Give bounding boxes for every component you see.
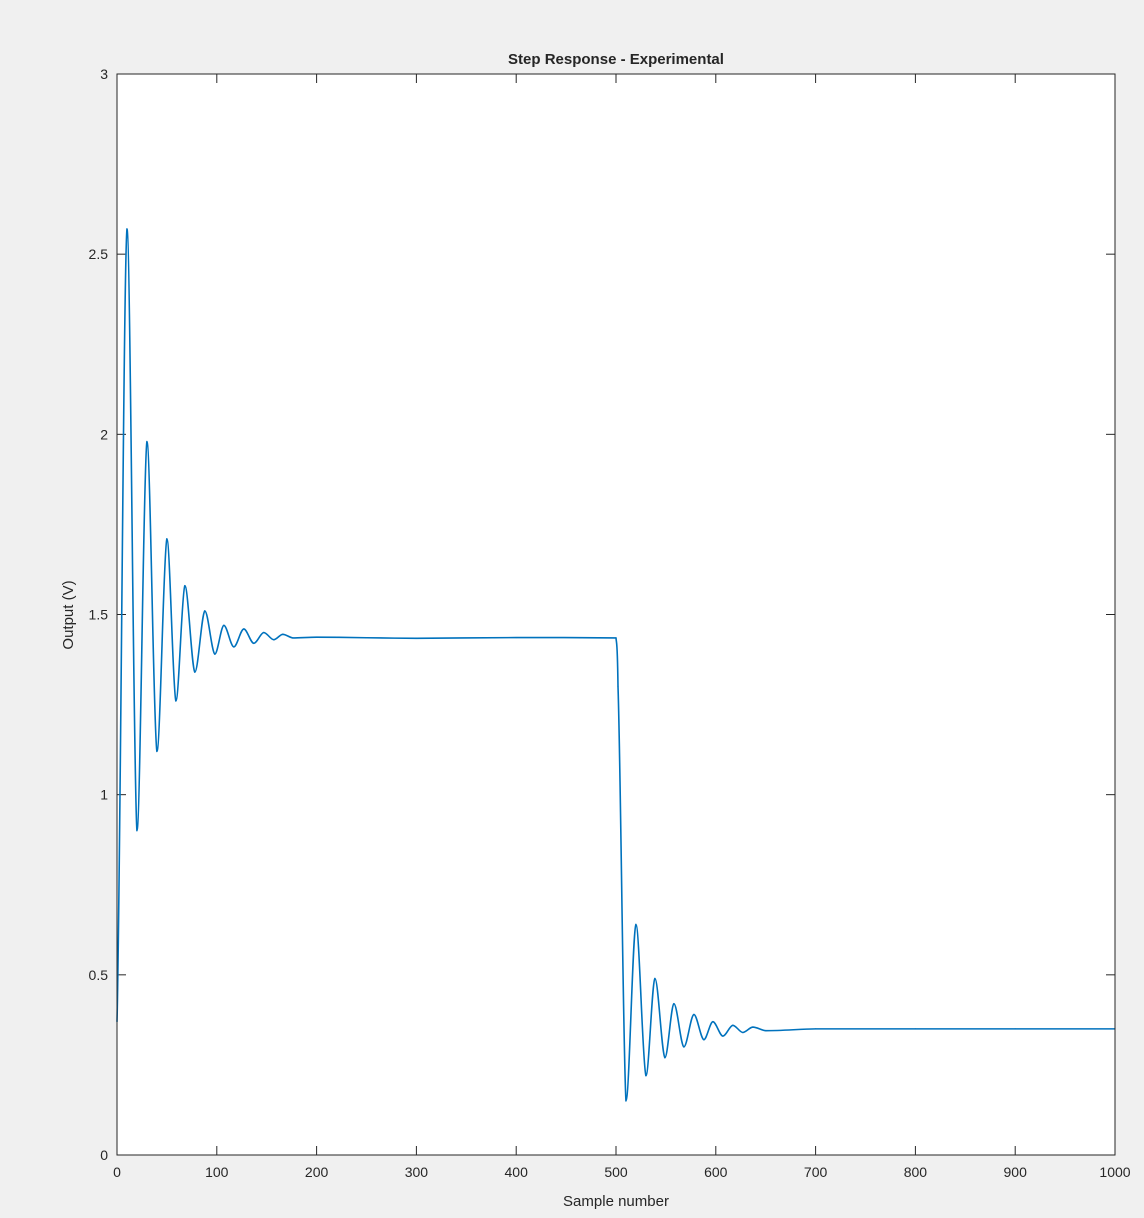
data-point [673, 1003, 675, 1005]
data-point [263, 631, 265, 634]
data-point [204, 610, 206, 612]
data-point [683, 1046, 685, 1048]
x-tick-label: 400 [505, 1164, 529, 1180]
x-tick-label: 800 [904, 1164, 928, 1180]
x-tick-label: 1000 [1099, 1164, 1130, 1180]
data-point [732, 1024, 734, 1026]
y-axis-tick-labels: 0 0.5 1 1.5 2 2.5 3 [89, 66, 109, 1163]
data-point [703, 1039, 705, 1041]
y-axis-label: Output (V) [60, 580, 77, 649]
data-point [664, 1057, 666, 1059]
data-point [282, 633, 284, 635]
x-axis-label: Sample number [563, 1193, 669, 1210]
data-point [166, 538, 168, 540]
data-point [765, 1030, 767, 1032]
data-point [253, 642, 255, 644]
data-point [625, 1100, 627, 1102]
data-point [1014, 1028, 1016, 1030]
data-point [617, 685, 619, 688]
x-tick-label: 500 [604, 1164, 628, 1180]
data-point [693, 1013, 695, 1016]
data-point [752, 1026, 754, 1028]
chart-title: Step Response - Experimental [508, 51, 724, 68]
x-tick-label: 700 [804, 1164, 828, 1180]
data-point [654, 977, 656, 980]
plot-frame [116, 73, 1116, 1156]
data-point [194, 671, 196, 673]
data-point [515, 636, 517, 639]
x-tick-label: 900 [1004, 1164, 1028, 1180]
data-point [722, 1035, 724, 1037]
data-point [184, 585, 186, 587]
data-point [223, 624, 225, 626]
y-tick-label: 3 [100, 66, 108, 82]
y-tick-label: 2.5 [89, 246, 109, 262]
data-point [136, 830, 138, 832]
x-tick-label: 600 [704, 1164, 728, 1180]
data-point [645, 1075, 647, 1077]
y-tick-label: 0.5 [89, 967, 109, 983]
y-tick-label: 1 [100, 787, 108, 803]
data-point [292, 637, 294, 639]
data-point [712, 1021, 714, 1023]
data-point [175, 700, 177, 702]
data-point [146, 440, 148, 443]
data-point [615, 637, 617, 639]
y-tick-label: 2 [100, 426, 108, 442]
data-point [243, 628, 245, 630]
data-point [273, 639, 275, 641]
data-point [415, 637, 417, 639]
x-axis-tick-labels: 0 100 200 300 400 500 600 700 800 900 1000 [113, 1164, 1131, 1180]
x-tick-label: 0 [113, 1164, 121, 1180]
y-tick-label: 1.5 [89, 607, 109, 623]
data-point [156, 750, 158, 753]
data-point [742, 1031, 744, 1034]
x-tick-label: 100 [205, 1164, 229, 1180]
data-point [815, 1028, 817, 1030]
data-point [316, 636, 318, 638]
data-point [914, 1028, 917, 1030]
data-point [233, 646, 235, 648]
data-point [635, 923, 637, 925]
plot-area [117, 74, 1115, 1155]
data-point [126, 228, 128, 230]
data-point [214, 653, 216, 655]
series-layer [116, 228, 1116, 1102]
y-tick-label: 0 [100, 1147, 108, 1163]
x-tick-label: 300 [405, 1164, 429, 1180]
x-tick-label: 200 [305, 1164, 329, 1180]
series-line [116, 228, 1115, 1102]
